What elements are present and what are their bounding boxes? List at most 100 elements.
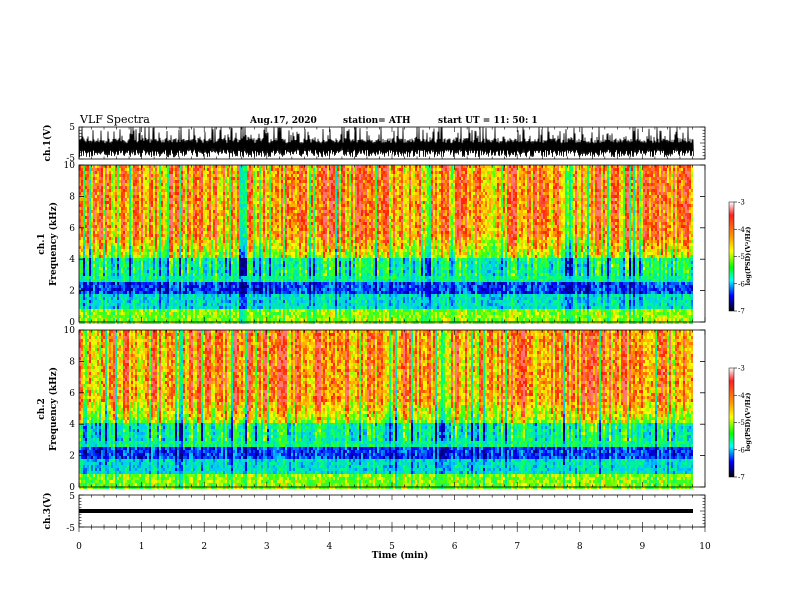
spectrogram-cell	[97, 264, 99, 267]
spectrogram-cell	[117, 285, 119, 288]
spectrogram-cell	[259, 192, 261, 195]
spectrogram-cell	[131, 210, 133, 213]
spectrogram-cell	[85, 306, 87, 309]
spectrogram-cell	[165, 306, 167, 309]
spectrogram-cell	[111, 294, 113, 297]
spectrogram-cell	[185, 213, 187, 216]
spectrogram-cell	[253, 288, 255, 291]
spectrogram-cell	[231, 318, 233, 321]
spectrogram-cell	[183, 228, 185, 231]
spectrogram-cell	[121, 207, 123, 210]
spectrogram-cell	[107, 267, 109, 270]
spectrogram-cell	[179, 288, 181, 291]
spectrogram-cell	[243, 183, 245, 186]
spectrogram-cell	[153, 315, 155, 318]
spectrogram-cell	[101, 255, 103, 258]
spectrogram-cell	[253, 195, 255, 198]
spectrogram-cell	[207, 213, 209, 216]
spectrogram-cell	[261, 231, 263, 234]
spectrogram-cell	[217, 303, 219, 306]
spectrogram-cell	[83, 309, 85, 312]
spectrogram-cell	[211, 234, 213, 237]
spectrogram-cell	[219, 183, 221, 186]
spectrogram-cell	[79, 201, 81, 204]
spectrogram-cell	[125, 177, 127, 180]
spectrogram-cell	[123, 270, 125, 273]
spectrogram-cell	[249, 222, 251, 225]
spectrogram-cell	[175, 315, 177, 318]
spectrogram-cell	[215, 252, 217, 255]
spectrogram-cell	[175, 234, 177, 237]
spectrogram-cell	[227, 246, 229, 249]
spectrogram-cell	[153, 231, 155, 234]
spectrogram-cell	[197, 294, 199, 297]
spectrogram-cell	[147, 279, 149, 282]
spectrogram-cell	[233, 180, 235, 183]
spectrogram-cell	[167, 207, 169, 210]
spectrogram-cell	[109, 273, 111, 276]
spectrogram-cell	[217, 228, 219, 231]
spectrogram-cell	[155, 255, 157, 258]
spectrogram-cell	[95, 285, 97, 288]
spectrogram-cell	[79, 189, 81, 192]
spectrogram-cell	[217, 270, 219, 273]
spectrogram-cell	[251, 300, 253, 303]
spectrogram-cell	[201, 285, 203, 288]
spectrogram-cell	[105, 165, 107, 168]
spectrogram-cell	[145, 285, 147, 288]
spectrogram-cell	[83, 312, 85, 315]
spectrogram-cell	[143, 237, 145, 240]
spectrogram-cell	[85, 225, 87, 228]
spectrogram-cell	[115, 318, 117, 321]
spectrogram-cell	[123, 246, 125, 249]
spectrogram-cell	[191, 195, 193, 198]
spectrogram-cell	[137, 165, 139, 168]
spectrogram-cell	[197, 291, 199, 294]
spectrogram-cell	[255, 258, 257, 261]
spectrogram-cell	[107, 261, 109, 264]
spectrogram-cell	[151, 165, 153, 168]
spectrogram-cell	[155, 225, 157, 228]
spectrogram-cell	[221, 231, 223, 234]
spectrogram-cell	[237, 291, 239, 294]
spectrogram-cell	[109, 282, 111, 285]
spectrogram-cell	[221, 282, 223, 285]
spectrogram-cell	[245, 240, 247, 243]
spectrogram-cell	[251, 204, 253, 207]
spectrogram-cell	[115, 285, 117, 288]
spectrogram-cell	[259, 273, 261, 276]
spectrogram-cell	[95, 171, 97, 174]
spectrogram-cell	[127, 165, 129, 168]
spectrogram-cell	[211, 198, 213, 201]
spectrogram-cell	[191, 234, 193, 237]
spectrogram-cell	[135, 279, 137, 282]
spectrogram-cell	[101, 297, 103, 300]
spectrogram-cell	[183, 300, 185, 303]
spectrogram-cell	[79, 270, 81, 273]
spectrogram-cell	[149, 216, 151, 219]
spectrogram-cell	[107, 165, 109, 168]
spectrogram-cell	[263, 198, 265, 201]
spectrogram-cell	[197, 285, 199, 288]
spectrogram-cell	[251, 237, 253, 240]
spectrogram-cell	[127, 192, 129, 195]
spectrogram-cell	[217, 213, 219, 216]
spectrogram-cell	[171, 318, 173, 321]
spectrogram-cell	[241, 291, 243, 294]
spectrogram-cell	[85, 171, 87, 174]
spectrogram-cell	[145, 276, 147, 279]
spectrogram-cell	[209, 210, 211, 213]
spectrogram-cell	[223, 237, 225, 240]
spectrogram-cell	[231, 195, 233, 198]
spectrogram-cell	[161, 192, 163, 195]
spectrogram-cell	[91, 306, 93, 309]
spectrogram-cell	[263, 249, 265, 252]
spectrogram-cell	[179, 180, 181, 183]
spectrogram-cell	[91, 207, 93, 210]
spectrogram-cell	[251, 267, 253, 270]
spectrogram-cell	[161, 315, 163, 318]
spectrogram-cell	[153, 294, 155, 297]
spectrogram-cell	[167, 249, 169, 252]
spectrogram-cell	[241, 261, 243, 264]
spectrogram-cell	[241, 237, 243, 240]
